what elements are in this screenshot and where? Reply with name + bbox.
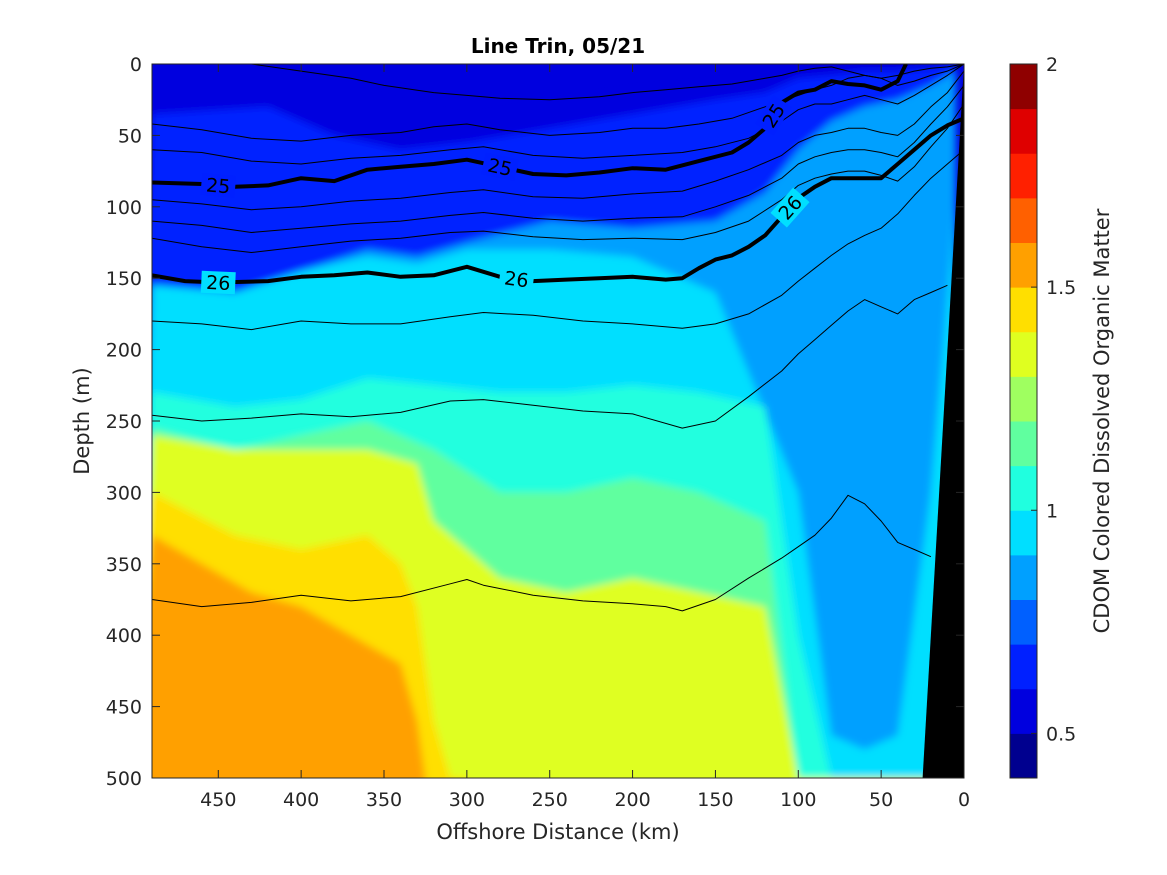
y-tick-label-0: 0 xyxy=(130,54,142,76)
colorbar-swatch-14 xyxy=(1010,108,1037,154)
x-tick-label-0: 0 xyxy=(958,789,970,811)
y-axis-label: Depth (m) xyxy=(70,367,94,474)
colorbar-tick-label-2: 2 xyxy=(1046,54,1058,76)
colorbar-swatch-2 xyxy=(1010,644,1037,690)
x-tick-label-400: 400 xyxy=(283,789,319,811)
contour-label-bg-25-0 xyxy=(200,172,237,198)
colorbar-tick-label-0.5: 0.5 xyxy=(1046,723,1076,745)
colorbar-swatch-1 xyxy=(1010,688,1037,734)
colorbar-swatch-13 xyxy=(1010,153,1037,199)
isopycnal-thin-3 xyxy=(152,64,964,142)
y-tick-label-400: 400 xyxy=(106,625,142,647)
contour-label-bg-26-2 xyxy=(770,187,810,228)
colorbar-swatch-6 xyxy=(1010,465,1037,511)
chart-title: Line Trin, 05/21 xyxy=(471,34,645,58)
x-tick-label-200: 200 xyxy=(614,789,650,811)
contour-label-bg-25-1 xyxy=(481,152,519,182)
x-axis-label: Offshore Distance (km) xyxy=(436,820,679,844)
y-tick-label-200: 200 xyxy=(106,340,142,362)
contour-label-bg-26-1 xyxy=(498,265,535,293)
y-tick-label-450: 450 xyxy=(106,697,142,719)
plot-area xyxy=(152,64,964,778)
colorbar-frame xyxy=(1009,63,1038,779)
x-tick-label-250: 250 xyxy=(532,789,568,811)
density-contours xyxy=(152,64,964,612)
colorbar-tick-label-1: 1 xyxy=(1046,500,1058,522)
isopycnal-thin-5 xyxy=(152,70,964,211)
y-tick-label-50: 50 xyxy=(118,125,142,147)
x-tick-label-300: 300 xyxy=(449,789,485,811)
colorbar-label: CDOM Colored Dissolved Organic Matter xyxy=(1090,208,1114,633)
contour-label-25-1: 25 xyxy=(486,154,514,181)
contour-label-26-0: 26 xyxy=(206,272,231,295)
isopycnal-25 xyxy=(152,64,908,189)
contour-label-26-1: 26 xyxy=(503,267,530,292)
x-axis: 450 400 350 300 250 200 150 100 50 0 xyxy=(200,64,970,811)
colorbar-swatch-9 xyxy=(1010,331,1037,377)
x-tick-label-50: 50 xyxy=(869,789,893,811)
y-tick-label-100: 100 xyxy=(106,197,142,219)
colorbar-swatch-7 xyxy=(1010,421,1037,467)
isopycnal-26 xyxy=(152,116,964,285)
x-tick-label-350: 350 xyxy=(366,789,402,811)
contour-label-bg-25-2 xyxy=(754,95,792,136)
isopycnal-thin-2 xyxy=(152,64,964,101)
colorbar-swatch-11 xyxy=(1010,242,1037,288)
colorbar-tick-label-1.5: 1.5 xyxy=(1046,277,1076,299)
x-tick-label-150: 150 xyxy=(697,789,733,811)
y-tick-label-250: 250 xyxy=(106,411,142,433)
y-tick-label-350: 350 xyxy=(106,554,142,576)
colorbar-swatch-10 xyxy=(1010,287,1037,333)
isopycnal-thin-6 xyxy=(152,85,964,233)
colorbar-swatch-4 xyxy=(1010,554,1037,600)
y-tick-label-500: 500 xyxy=(106,768,142,790)
bathymetry-mask xyxy=(922,64,964,778)
x-tick-label-450: 450 xyxy=(200,789,236,811)
y-tick-label-300: 300 xyxy=(106,482,142,504)
colorbar-swatch-5 xyxy=(1010,510,1037,556)
colorbar-swatch-3 xyxy=(1010,599,1037,645)
colorbar: 0.5 1 1.5 2 xyxy=(1009,54,1076,779)
colorbar-swatch-15 xyxy=(1010,64,1037,110)
x-tick-label-100: 100 xyxy=(780,789,816,811)
y-tick-label-150: 150 xyxy=(106,268,142,290)
colorbar-swatch-8 xyxy=(1010,376,1037,422)
isopycnal-thin-10 xyxy=(152,494,932,612)
isopycnal-thin-4 xyxy=(152,64,964,165)
contour-label-25-0: 25 xyxy=(205,174,231,198)
isopycnal-thin-9 xyxy=(152,284,948,429)
colorbar-swatch-0 xyxy=(1010,733,1037,779)
isopycnal-thin-8 xyxy=(152,149,964,331)
field-band-8 xyxy=(152,535,426,778)
contour-label-bg-26-0 xyxy=(200,270,236,295)
y-axis: 0 50 100 150 200 250 300 350 400 450 500 xyxy=(106,54,964,790)
colorbar-swatch-12 xyxy=(1010,197,1037,243)
isopycnal-thin-7 xyxy=(152,103,964,253)
